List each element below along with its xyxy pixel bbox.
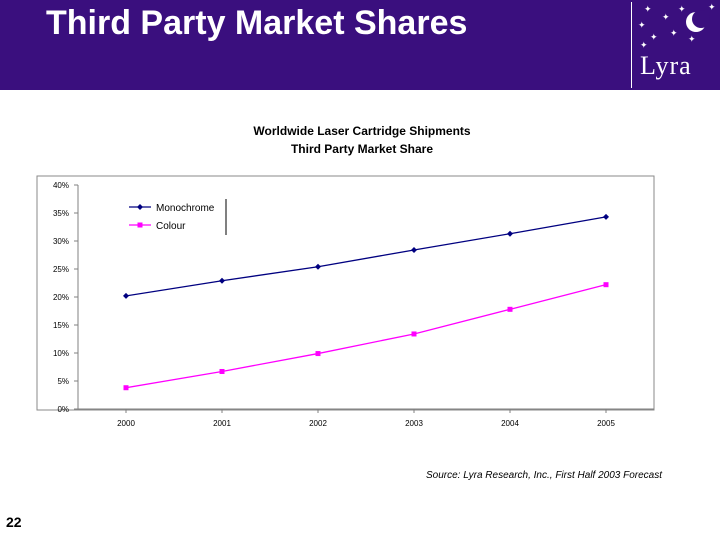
chart-subtitle: Third Party Market Share xyxy=(291,142,433,156)
x-tick-label: 2003 xyxy=(405,419,423,428)
data-point-monochrome xyxy=(219,277,225,284)
data-point-monochrome xyxy=(315,263,321,270)
svg-text:✦: ✦ xyxy=(662,13,670,23)
chart-title: Worldwide Laser Cartridge Shipments xyxy=(253,124,470,138)
y-tick-label: 40% xyxy=(53,181,69,190)
chart-area-border xyxy=(36,175,655,411)
x-tick-label: 2004 xyxy=(501,419,519,428)
data-point-colour xyxy=(123,385,129,391)
y-tick-label: 10% xyxy=(53,349,69,358)
data-point-colour xyxy=(411,331,417,337)
legend-label: Monochrome xyxy=(156,203,215,214)
page-number: 22 xyxy=(6,514,22,530)
svg-text:✦: ✦ xyxy=(678,5,686,15)
slide-title: Third Party Market Shares xyxy=(46,4,468,42)
data-point-monochrome xyxy=(603,213,609,220)
series-line-colour xyxy=(125,284,607,389)
svg-text:✦: ✦ xyxy=(640,41,648,51)
svg-text:✦: ✦ xyxy=(650,33,658,43)
x-tick-label: 2001 xyxy=(213,419,231,428)
y-tick-label: 35% xyxy=(53,209,69,218)
logo-divider xyxy=(631,2,632,88)
x-tick-label: 2002 xyxy=(309,419,327,428)
data-point-monochrome xyxy=(507,230,513,237)
y-tick-label: 20% xyxy=(53,293,69,302)
legend-marker xyxy=(137,204,143,210)
svg-text:✦: ✦ xyxy=(644,5,652,15)
source-note: Source: Lyra Research, Inc., First Half … xyxy=(426,470,663,481)
data-point-colour xyxy=(507,306,513,312)
y-tick-label: 25% xyxy=(53,265,69,274)
data-point-monochrome xyxy=(123,292,129,299)
data-point-colour xyxy=(603,282,609,288)
svg-text:✦: ✦ xyxy=(638,21,646,31)
svg-text:✦: ✦ xyxy=(670,29,678,39)
svg-text:✦: ✦ xyxy=(708,3,716,13)
x-tick-label: 2005 xyxy=(597,419,615,428)
y-tick-label: 5% xyxy=(57,377,69,386)
data-point-monochrome xyxy=(411,246,417,253)
lyra-logo-stars-icon: ✦ ✦ ✦ ✦ ✦ ✦ ✦ ✦ ✦ xyxy=(638,3,716,51)
data-point-colour xyxy=(315,351,321,357)
y-tick-label: 0% xyxy=(57,405,69,414)
svg-text:✦: ✦ xyxy=(688,35,696,45)
header-bar: Third Party Market Shares ✦ ✦ ✦ ✦ ✦ ✦ ✦ … xyxy=(0,0,720,90)
data-point-colour xyxy=(219,368,225,374)
y-tick-label: 15% xyxy=(53,321,69,330)
x-tick-label: 2000 xyxy=(117,419,135,428)
legend-marker xyxy=(137,222,143,228)
logo-wordmark: Lyra xyxy=(640,51,692,80)
legend-label: Colour xyxy=(156,221,186,232)
series-line-monochrome xyxy=(125,216,607,297)
y-tick-label: 30% xyxy=(53,237,69,246)
